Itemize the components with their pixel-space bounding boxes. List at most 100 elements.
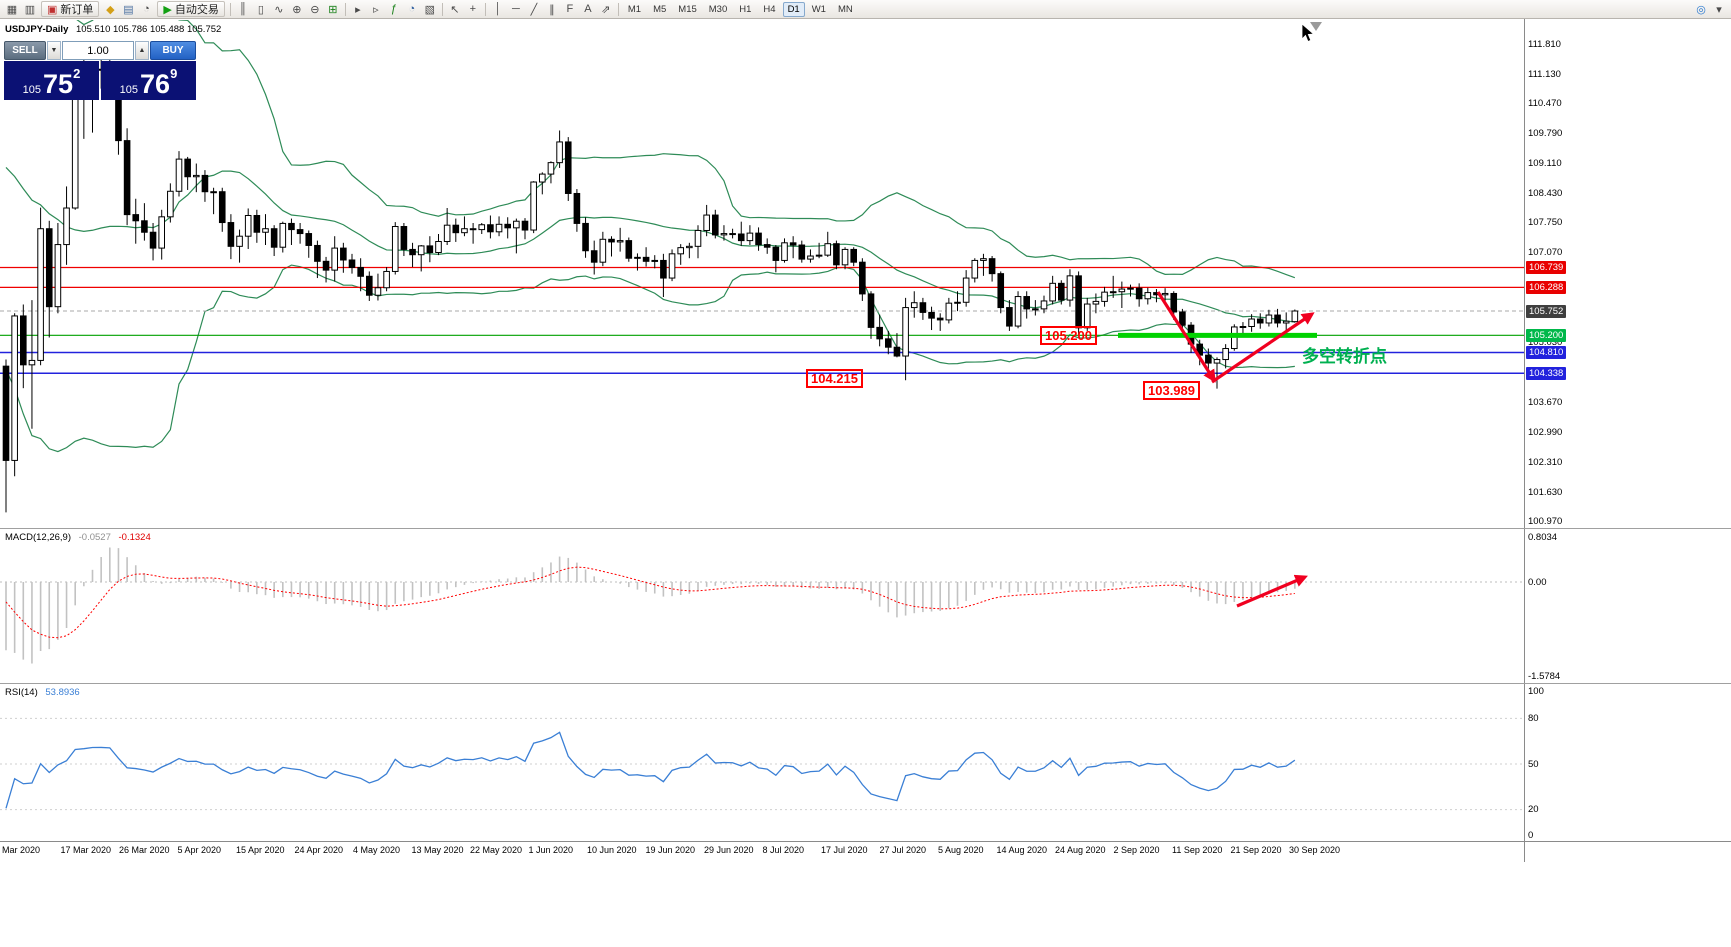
date-label: 4 May 2020 xyxy=(353,845,401,855)
fibonacci-tool-icon[interactable]: F xyxy=(561,1,579,18)
timeframe-mn-button[interactable]: MN xyxy=(837,3,853,15)
metaeditor-icon[interactable]: ◆ xyxy=(101,1,119,18)
chart-profiles-icon: ▥ xyxy=(24,3,36,16)
arrows-tool-icon[interactable]: ⇗ xyxy=(597,1,615,18)
toolbar-separator xyxy=(484,2,486,16)
channel-tool-icon[interactable]: ∥ xyxy=(543,1,561,18)
search-icon[interactable]: ◎ xyxy=(1692,1,1710,18)
lot-size-input[interactable]: 1.00 xyxy=(62,41,134,60)
price-axis-label: 105.752 xyxy=(1526,304,1567,318)
horizontal-line-tool-icon: ─ xyxy=(511,3,520,15)
chart-profiles-icon[interactable]: ▥ xyxy=(21,1,39,18)
cursor-tool-icon[interactable]: ↖ xyxy=(446,1,464,18)
price-axis-label: 101.630 xyxy=(1528,487,1563,499)
zoom-in-icon[interactable]: ⊕ xyxy=(288,1,306,18)
annotation-low-103989[interactable]: 103.989 xyxy=(1143,381,1200,400)
rsi-name: RSI(14) xyxy=(5,687,38,698)
date-label: 24 Apr 2020 xyxy=(294,845,344,855)
toolbar-separator xyxy=(617,2,619,16)
lot-increase-button[interactable]: ▲ xyxy=(135,41,149,60)
price-axis-label: 109.790 xyxy=(1528,127,1563,139)
line-chart-mode-icon: ∿ xyxy=(274,3,284,16)
timeframe-m5-button[interactable]: M5 xyxy=(653,3,667,15)
annotation-turning-point-text[interactable]: 多空转折点 xyxy=(1302,347,1387,366)
date-label: 5 Apr 2020 xyxy=(177,845,222,855)
trend-arrow-3[interactable] xyxy=(1236,574,1308,608)
price-axis-label: 105.200 xyxy=(1526,328,1567,342)
vertical-line-tool-icon: │ xyxy=(494,3,502,15)
date-label: 10 Jun 2020 xyxy=(587,845,637,855)
templates-icon[interactable]: ▧ xyxy=(421,1,439,18)
toolbar: ▦ ▥ ▣ 新订单 ◆ ▤ ◔ ▶ 自动交易 ║ ▯ ∿ ⊕ ⊖ ⊞ ▸ ▹ ƒ ◔ ▧ ↖ + │ ─ ╱ ∥ F A ⇗ M1 M5 M1… xyxy=(0,0,1731,19)
one-click-trading-panel: SELL ▼ 1.00 ▲ BUY 105 75 2 105 76 9 xyxy=(4,41,196,100)
fibonacci-tool-icon: F xyxy=(566,3,574,15)
price-axis-label: 100.970 xyxy=(1528,516,1563,528)
timeframe-m1-button[interactable]: M1 xyxy=(627,3,642,15)
trendline-tool-icon: ╱ xyxy=(530,3,538,16)
indicators-list-icon[interactable]: ƒ xyxy=(385,1,403,18)
bollinger-lower-band xyxy=(5,264,1295,453)
new-order-button[interactable]: ▣ 新订单 xyxy=(41,1,100,17)
timeframe-m15-button[interactable]: M15 xyxy=(678,3,697,15)
periods-icon[interactable]: ◔ xyxy=(403,1,421,18)
autotrading-label: 自动交易 xyxy=(174,4,219,16)
annotation-low-104215[interactable]: 104.215 xyxy=(806,369,863,388)
crosshair-tool-icon[interactable]: + xyxy=(464,1,482,18)
rsi-value: 53.8936 xyxy=(45,687,80,698)
auto-scroll-icon[interactable]: ▸ xyxy=(349,1,367,18)
strategy-tester-icon[interactable]: ◔ xyxy=(137,1,155,18)
bar-chart-mode-icon[interactable]: ║ xyxy=(234,1,252,18)
price-axis-label: 109.110 xyxy=(1528,157,1562,169)
macd-signal-line xyxy=(5,566,1295,639)
price-axis-label: 100 xyxy=(1528,685,1544,697)
new-order-icon: ▣ xyxy=(47,3,58,16)
rsi-indicator-label: RSI(14) 53.8936 xyxy=(5,687,80,698)
buy-price-figure: 105 xyxy=(119,84,139,96)
timeframe-w1-button[interactable]: W1 xyxy=(811,3,826,15)
trend-arrow-2[interactable] xyxy=(1211,312,1315,384)
trendline-tool-icon[interactable]: ╱ xyxy=(525,1,543,18)
terminal-panel-icon[interactable]: ▤ xyxy=(119,1,137,18)
rsi-line xyxy=(5,731,1296,809)
sell-button[interactable]: SELL xyxy=(4,41,46,60)
autotrading-button[interactable]: ▶ 自动交易 xyxy=(157,1,225,17)
search-icon: ◎ xyxy=(1696,3,1706,16)
lot-decrease-button[interactable]: ▼ xyxy=(47,41,61,60)
candle-chart-mode-icon[interactable]: ▯ xyxy=(252,1,270,18)
horizontal-line-tool-icon[interactable]: ─ xyxy=(507,1,525,18)
zoom-out-icon[interactable]: ⊖ xyxy=(306,1,324,18)
trend-arrow-1[interactable] xyxy=(1156,291,1216,383)
price-axis[interactable]: 111.810 111.130 110.470 109.790 109.110 108.4… xyxy=(1526,0,1731,947)
toolbar-separator xyxy=(229,2,231,16)
timeframe-d1-button[interactable]: D1 xyxy=(782,1,805,17)
macd-main-value: -0.0527 xyxy=(78,532,111,543)
tile-windows-icon: ⊞ xyxy=(328,3,338,16)
chart-shift-marker[interactable] xyxy=(1310,22,1322,31)
price-axis-label: -1.5784 xyxy=(1528,670,1561,682)
price-axis-label: 0.8034 xyxy=(1528,531,1558,543)
sell-price-display[interactable]: 105 75 2 xyxy=(4,61,99,100)
tile-windows-icon[interactable]: ⊞ xyxy=(324,1,342,18)
toolbar-more-icon[interactable]: ▾ xyxy=(1710,1,1728,18)
timeframe-m30-button[interactable]: M30 xyxy=(708,3,728,15)
vertical-line-tool-icon[interactable]: │ xyxy=(489,1,507,18)
indicators-list-icon: ƒ xyxy=(390,3,397,15)
price-axis-label: 111.810 xyxy=(1528,38,1561,50)
timeframe-h1-button[interactable]: H1 xyxy=(739,3,752,15)
macd-name: MACD(12,26,9) xyxy=(5,532,71,543)
chart-shift-icon[interactable]: ▹ xyxy=(367,1,385,18)
price-axis-label: 106.288 xyxy=(1526,280,1567,294)
buy-price-display[interactable]: 105 76 9 xyxy=(101,61,196,100)
metaeditor-icon: ◆ xyxy=(106,3,115,16)
text-tool-icon[interactable]: A xyxy=(579,1,597,18)
time-axis[interactable]: Mar 2020 17 Mar 2020 26 Mar 2020 5 Apr 2020… xyxy=(0,843,1524,859)
new-order-label: 新订单 xyxy=(60,4,94,16)
buy-button[interactable]: BUY xyxy=(150,41,196,60)
line-chart-mode-icon[interactable]: ∿ xyxy=(270,1,288,18)
main-chart-layer xyxy=(0,20,1524,513)
annotation-level-105200[interactable]: 105.200 xyxy=(1040,326,1097,345)
date-label: 11 Sep 2020 xyxy=(1172,845,1223,855)
timeframe-h4-button[interactable]: H4 xyxy=(763,3,776,15)
new-chart-icon[interactable]: ▦ xyxy=(3,1,21,18)
